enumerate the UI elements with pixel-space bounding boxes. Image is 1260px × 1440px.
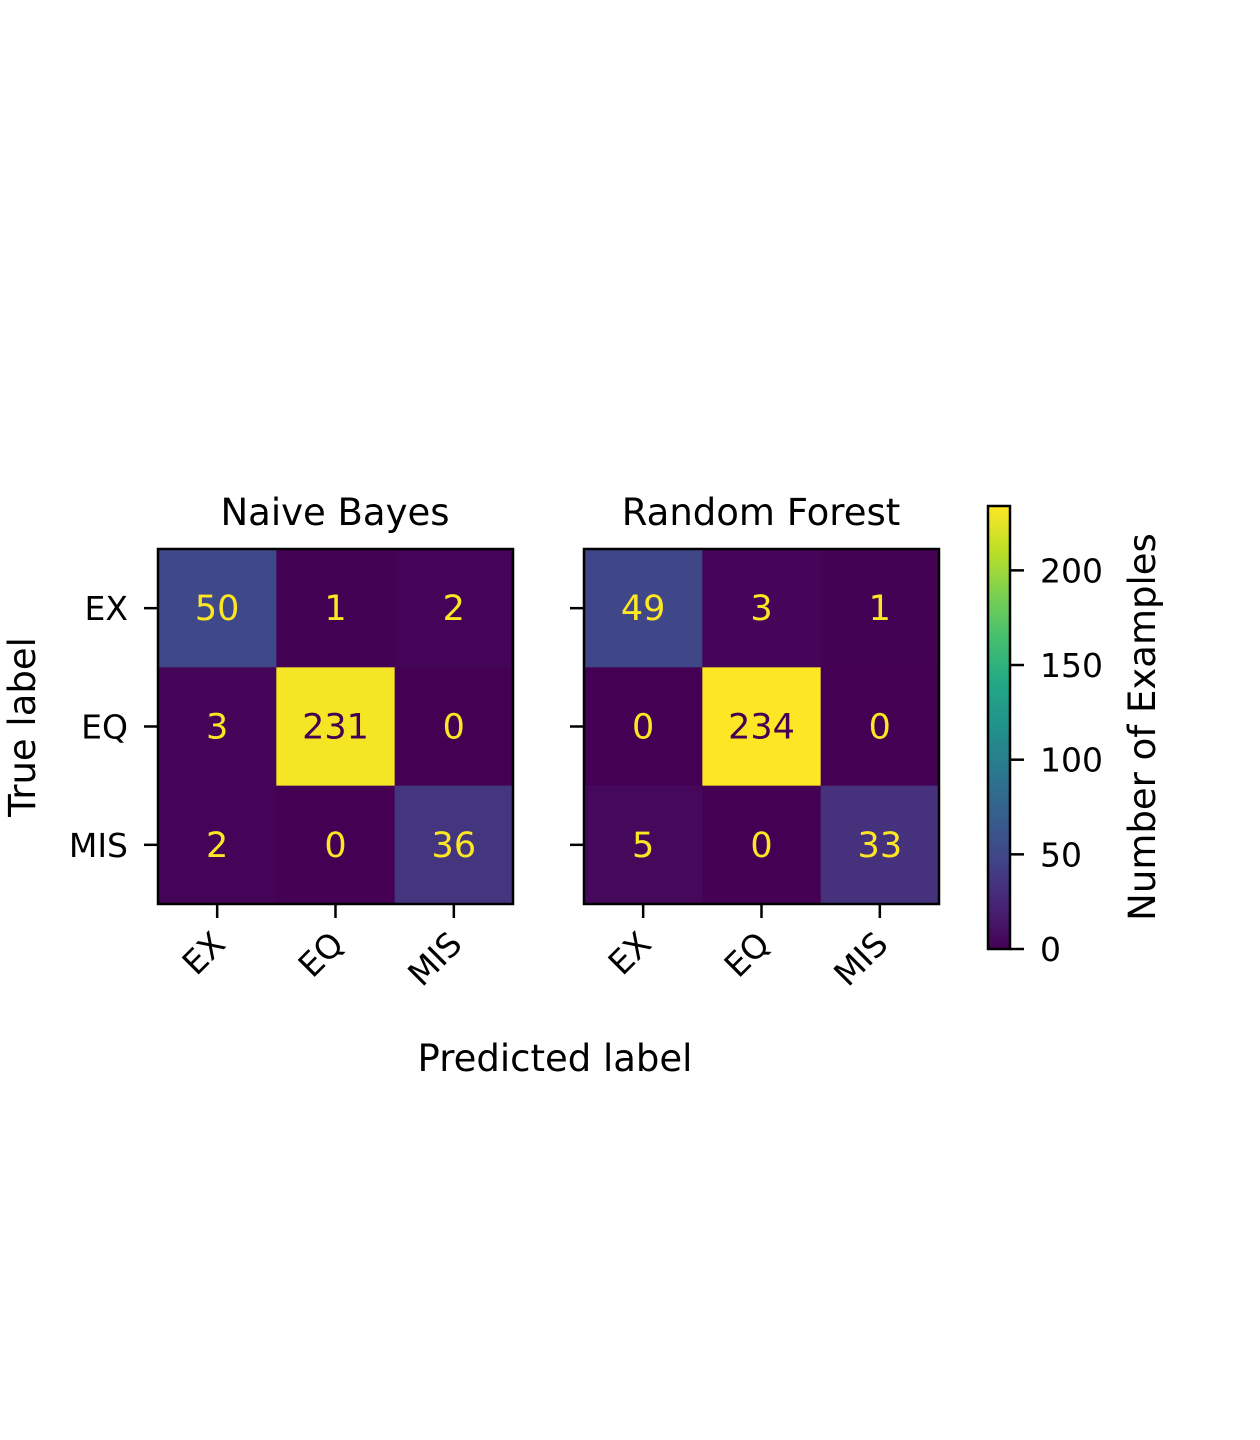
matrix-cell — [584, 549, 703, 668]
cell-value-label: 3 — [750, 589, 772, 629]
cell-value-label: 1 — [869, 589, 891, 629]
colorbar-ticks: 0 50 100 150 200 — [1010, 551, 1103, 969]
x-tick-label: EQ — [290, 924, 351, 985]
x-axis-label: Predicted label — [418, 1037, 693, 1080]
panel-title-naive-bayes: Naive Bayes — [220, 491, 449, 534]
colorbar-tick-label: 150 — [1040, 646, 1103, 685]
x-tick-label: MIS — [400, 924, 469, 993]
matrix-cell — [158, 785, 277, 905]
matrix-cell — [276, 667, 396, 787]
y-axis-label: True label — [1, 637, 44, 818]
cell-value-label: 231 — [302, 707, 369, 747]
colorbar-tick-label: 0 — [1040, 930, 1061, 969]
matrix-cell — [276, 785, 396, 905]
y-tick-label: EQ — [81, 707, 128, 746]
cell-value-label: 0 — [632, 707, 654, 747]
confusion-matrix-naive-bayes: 50 1 2 3 231 0 2 0 36 EX EQ MIS EX EQ MIS — [69, 547, 515, 993]
matrix-cell — [276, 549, 396, 668]
colorbar-tick-label: 50 — [1040, 835, 1082, 874]
matrix-cell — [820, 549, 940, 668]
colorbar-label: Number of Examples — [1121, 533, 1164, 921]
cell-value-label: 0 — [324, 826, 346, 866]
matrix-cell — [702, 785, 822, 905]
cell-value-label: 5 — [632, 826, 654, 866]
cell-value-label: 1 — [324, 589, 346, 629]
matrix-cell — [394, 667, 514, 787]
matrix-cell — [394, 785, 514, 905]
cell-value-label: 49 — [621, 589, 666, 629]
panel-title-random-forest: Random Forest — [622, 491, 901, 534]
cell-value-label: 33 — [858, 826, 903, 866]
cell-value-label: 0 — [750, 826, 772, 866]
cell-value-label: 0 — [869, 707, 891, 747]
cell-value-label: 3 — [206, 707, 228, 747]
colorbar: 0 50 100 150 200 Number of Examples — [986, 504, 1164, 969]
cell-value-label: 2 — [443, 589, 465, 629]
x-tick-label: EX — [175, 924, 233, 982]
matrix-cell — [820, 667, 940, 787]
x-tick-label: MIS — [826, 924, 895, 993]
cell-value-label: 36 — [432, 826, 477, 866]
colorbar-tick-label: 200 — [1040, 551, 1103, 590]
cell-value-label: 234 — [728, 707, 795, 747]
matrix-cell — [158, 549, 277, 668]
confusion-matrix-random-forest: 49 3 1 0 234 0 5 0 33 EX EQ MIS — [570, 547, 941, 993]
y-tick-label: EX — [85, 589, 128, 628]
cell-value-label: 0 — [443, 707, 465, 747]
cell-value-label: 50 — [195, 589, 240, 629]
matrix-cell — [584, 667, 703, 787]
y-tick-label: MIS — [69, 826, 128, 865]
matrix-cell — [702, 549, 822, 668]
matrix-cell — [158, 667, 277, 787]
matrix-cell — [394, 549, 514, 668]
matrix-cell — [584, 785, 703, 905]
cell-value-label: 2 — [206, 826, 228, 866]
x-tick-label: EX — [601, 924, 659, 982]
colorbar-tick-label: 100 — [1040, 741, 1103, 780]
x-tick-label: EQ — [716, 924, 777, 985]
colorbar-gradient — [986, 504, 1012, 951]
matrix-cell — [702, 667, 822, 787]
matrix-cell — [820, 785, 940, 905]
